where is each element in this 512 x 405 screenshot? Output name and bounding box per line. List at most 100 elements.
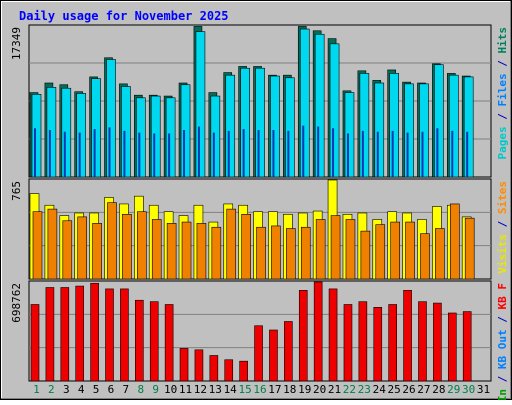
- bar-files-day-5: [91, 78, 101, 178]
- x-tick-label-day-19: 19: [298, 383, 311, 396]
- x-tick-label-day-5: 5: [93, 383, 100, 396]
- bar-files-day-17: [270, 75, 280, 178]
- bar-pages-day-19: [302, 125, 305, 177]
- bar-sites-day-22: [345, 219, 356, 280]
- bar-kb-f-day-17: [269, 329, 278, 382]
- bar-files-day-18: [285, 77, 295, 178]
- x-tick-label-day-6: 6: [108, 383, 115, 396]
- bar-pages-day-6: [108, 127, 111, 177]
- legend-part: Pages: [496, 126, 509, 159]
- bar-kb-f-day-20: [313, 281, 323, 382]
- bar-sites-day-3: [62, 220, 73, 280]
- x-tick-label-day-1: 1: [33, 383, 40, 396]
- bar-kb-f-day-22: [343, 304, 353, 382]
- bar-files-day-9: [150, 95, 161, 178]
- legend-part: KB F: [496, 283, 509, 310]
- bar-pages-day-23: [361, 130, 364, 177]
- bar-sites-day-7: [122, 213, 132, 280]
- bar-sites-day-25: [390, 221, 400, 280]
- bar-files-day-3: [61, 87, 72, 178]
- x-tick-label-day-29: 29: [447, 383, 460, 396]
- bar-kb-f-day-13: [209, 355, 219, 382]
- bar-kb-f-day-5: [90, 282, 99, 382]
- bar-kb-f-day-23: [358, 301, 368, 382]
- bar-files-day-1: [31, 94, 42, 178]
- x-tick-label-day-15: 15: [238, 383, 251, 396]
- x-tick-label-day-10: 10: [164, 383, 177, 396]
- x-tick-label-day-16: 16: [253, 383, 266, 396]
- bar-kb-f-day-7: [120, 288, 129, 382]
- x-axis-labels: 1 2 3 4 5 6 7 8 9 10 11 12 13 14 15 16 17 18 19 20 21 22 23 24 2…: [33, 383, 490, 396]
- x-tick-label-day-18: 18: [283, 383, 296, 396]
- bar-sites-day-2: [47, 208, 58, 280]
- bar-kb-f-day-8: [135, 299, 144, 382]
- legend-part: KB Out: [496, 329, 509, 369]
- x-tick-label-day-26: 26: [402, 383, 415, 396]
- x-tick-label-day-13: 13: [209, 383, 222, 396]
- bar-sites-day-9: [151, 219, 162, 280]
- bar-kb-f-day-16: [254, 325, 263, 382]
- bar-files-day-6: [106, 59, 116, 178]
- bar-pages-day-18: [287, 130, 290, 177]
- bar-files-day-10: [165, 97, 176, 178]
- bar-kb-f-day-30: [462, 311, 472, 382]
- bar-sites-day-28: [435, 228, 445, 280]
- bar-files-day-15: [240, 67, 250, 178]
- x-tick-label-day-23: 23: [358, 383, 371, 396]
- bar-pages-day-7: [123, 130, 126, 177]
- bar-kb-f-day-29: [447, 312, 457, 382]
- x-tick-label-day-30: 30: [462, 383, 475, 396]
- bar-kb-f-day-21: [328, 288, 338, 382]
- bar-files-day-26: [404, 83, 414, 178]
- x-tick-label-day-31: 31: [477, 383, 490, 396]
- bar-sites-day-15: [241, 213, 251, 280]
- bar-sites-day-21: [330, 215, 341, 280]
- bar-pages-day-8: [138, 132, 141, 177]
- bar-pages-day-28: [436, 128, 439, 177]
- bar-files-day-24: [374, 82, 385, 178]
- bar-pages-day-21: [332, 128, 335, 177]
- bar-files-day-27: [419, 83, 429, 178]
- bar-kb-f-day-25: [388, 304, 397, 382]
- x-tick-label-day-25: 25: [388, 383, 401, 396]
- x-tick-label-day-3: 3: [63, 383, 70, 396]
- bar-kb-f-day-18: [284, 321, 293, 382]
- bar-pages-day-11: [183, 130, 186, 177]
- legend-part: /: [496, 369, 509, 389]
- panel-top-max-label: 17349: [10, 27, 23, 60]
- legend-part: Hits: [496, 27, 509, 54]
- x-tick-label-day-24: 24: [373, 383, 387, 396]
- bar-pages-day-25: [391, 130, 394, 177]
- legend-part: Sites: [496, 181, 509, 214]
- bar-files-day-7: [121, 86, 131, 178]
- bar-pages-day-12: [197, 126, 200, 177]
- legend-part: /: [496, 107, 509, 127]
- x-tick-label-day-4: 4: [78, 383, 85, 396]
- bar-files-day-16: [255, 67, 265, 178]
- panel-top: 17349 Pages / Files / Hits: [10, 24, 509, 178]
- bar-kb-f-day-4: [75, 285, 85, 382]
- bar-kb-f-day-10: [164, 304, 174, 382]
- bar-sites-day-8: [137, 211, 147, 280]
- bar-kb-f-day-2: [45, 287, 55, 382]
- bar-kb-f-day-11: [179, 348, 189, 382]
- bar-pages-day-4: [78, 132, 81, 177]
- bar-sites-day-6: [107, 202, 117, 280]
- bar-pages-day-5: [93, 129, 96, 177]
- bar-pages-day-2: [48, 130, 51, 177]
- x-tick-label-day-2: 2: [48, 383, 55, 396]
- legend-part: Visits: [496, 234, 509, 274]
- legend-part: /: [496, 310, 509, 330]
- bar-pages-day-27: [421, 131, 424, 177]
- chart-title: Daily usage for November 2025: [19, 9, 229, 23]
- bar-pages-day-26: [406, 132, 409, 177]
- bar-sites-day-24: [375, 224, 386, 280]
- x-tick-label-day-28: 28: [432, 383, 445, 396]
- bar-sites-day-5: [92, 223, 102, 280]
- bar-files-day-20: [314, 33, 325, 178]
- legend-part: /: [496, 214, 509, 234]
- bar-sites-day-16: [256, 226, 266, 280]
- bar-sites-day-29: [449, 203, 460, 280]
